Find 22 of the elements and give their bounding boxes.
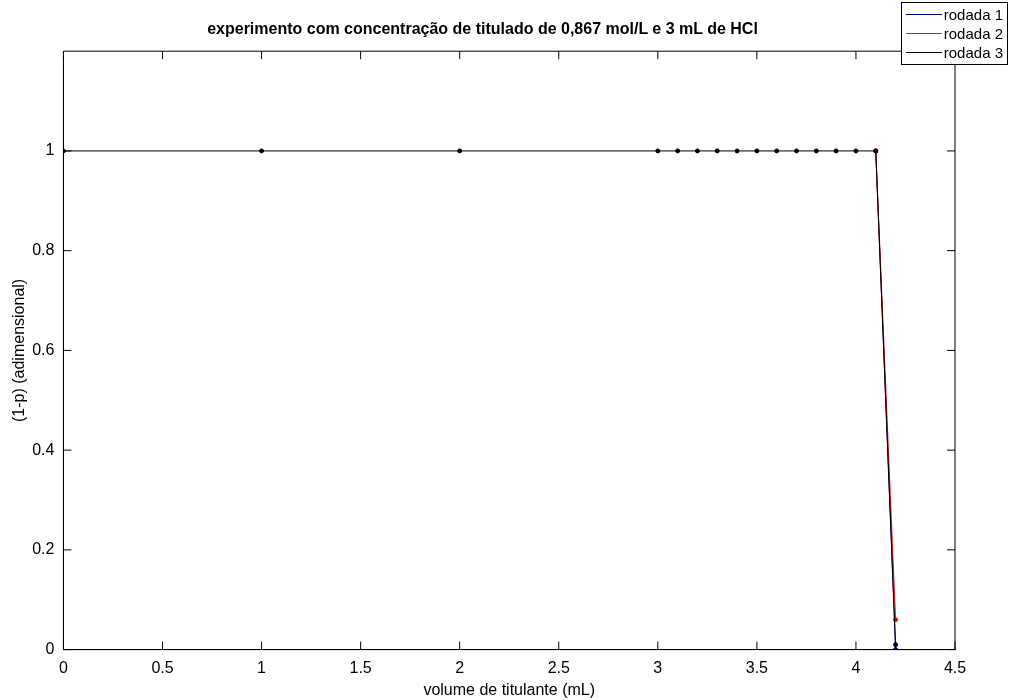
x-tick-label: 3.5: [745, 658, 769, 676]
y-axis-title: (1-p) (adimensional): [10, 278, 28, 422]
y-tick-label: 0.4: [32, 440, 55, 458]
legend-label: rodada 1: [943, 6, 1003, 23]
x-tick-label: 0: [58, 658, 68, 676]
x-tick-label: 2.5: [547, 658, 570, 676]
x-axis-title: volume de titulante (mL): [423, 680, 596, 698]
x-tick-label: 0.5: [151, 658, 174, 676]
chart-title: experimento com concentração de titulado de 0,867 mol/L e 3 mL de HCl: [207, 20, 758, 38]
legend-label: rodada 2: [943, 25, 1003, 42]
x-tick-label: 1.5: [349, 658, 372, 676]
y-tick-label: 0.2: [32, 540, 55, 558]
y-tick-label: 0.6: [32, 340, 55, 358]
x-tick-label: 2: [455, 658, 465, 676]
y-tick-label: 0: [45, 640, 55, 658]
x-tick-label: 4.5: [943, 658, 967, 676]
x-tick-label: 4: [851, 658, 861, 676]
y-tick-label: 0.8: [32, 241, 55, 259]
x-tick-label: 3: [653, 658, 663, 676]
x-tick-label: 1: [257, 658, 267, 676]
y-tick-label: 1: [45, 141, 55, 159]
legend-label: rodada 3: [943, 44, 1003, 61]
